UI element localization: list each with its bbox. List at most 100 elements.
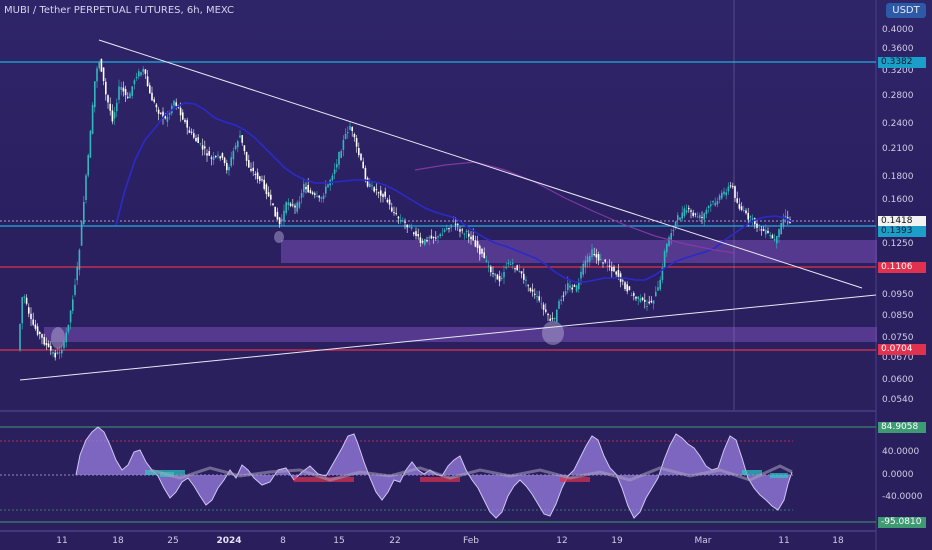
candle-body	[36, 326, 39, 335]
candle-body	[91, 104, 94, 134]
candle-body	[28, 307, 30, 314]
candle-body	[547, 313, 549, 316]
candle-body	[606, 265, 609, 267]
candle-body	[298, 201, 301, 208]
osc-axis-label: -40.0000	[882, 492, 923, 502]
candle-body	[446, 228, 448, 230]
candle-body	[318, 195, 320, 198]
price-axis-label: 0.0850	[882, 311, 914, 321]
candle-body	[146, 76, 149, 87]
candle-body	[679, 217, 681, 221]
candle-body	[782, 219, 785, 227]
candle-body	[738, 204, 741, 209]
price-axis-label: 0.0670	[882, 353, 914, 363]
candle-body	[485, 260, 488, 262]
candle-body	[428, 237, 430, 239]
price-axis-label: 0.0540	[882, 395, 914, 405]
candle-body	[226, 162, 228, 171]
candle-body	[639, 298, 642, 302]
level-red-lower-tag: 0.0704	[878, 344, 926, 355]
candle-body	[168, 111, 171, 115]
candle-body	[309, 190, 312, 193]
candle-body	[404, 221, 406, 223]
candle-body	[734, 186, 736, 198]
candle-body	[157, 109, 160, 114]
oscillator-histogram	[742, 470, 762, 475]
candle-body	[186, 120, 188, 128]
candle-body	[30, 313, 32, 320]
candle-body	[571, 287, 573, 290]
candle-body	[208, 151, 210, 156]
candle-body	[514, 268, 516, 270]
oscillator-line	[75, 426, 793, 519]
time-axis-label: 18	[112, 536, 124, 546]
candle-body	[162, 111, 164, 118]
consolidation-zone-lower	[44, 327, 877, 342]
candle-body	[417, 234, 419, 237]
candle-body	[540, 303, 543, 305]
candle-body	[265, 184, 268, 195]
candle-body	[655, 291, 657, 297]
candle-body	[509, 263, 512, 265]
candle-body	[683, 208, 686, 217]
candle-body	[113, 112, 116, 119]
candle-body	[47, 343, 50, 348]
candle-body	[358, 148, 360, 156]
candle-body	[388, 199, 391, 205]
osc-upper-tag: 84.9058	[878, 422, 926, 433]
candle-body	[201, 145, 204, 150]
candle-body	[173, 100, 175, 106]
time-axis-label: 15	[333, 536, 345, 546]
candle-body	[402, 220, 404, 222]
candle-body	[120, 87, 122, 90]
candle-body	[210, 157, 213, 159]
candle-body	[232, 150, 235, 160]
candle-body	[305, 187, 307, 190]
candle-body	[320, 197, 323, 199]
candle-body	[496, 274, 499, 280]
candle-body	[287, 202, 290, 205]
candle-body	[668, 237, 670, 247]
candle-body	[677, 215, 679, 220]
candle-body	[124, 89, 127, 96]
candle-body	[712, 201, 714, 203]
candle-body	[65, 332, 67, 343]
candle-body	[584, 260, 587, 268]
candle-body	[63, 341, 65, 348]
candle-body	[461, 229, 463, 231]
pivot-marker	[51, 327, 65, 349]
candle-body	[129, 93, 131, 99]
candle-body	[382, 194, 384, 198]
candle-body	[516, 265, 518, 271]
candle-body	[351, 127, 353, 131]
candle-body	[494, 273, 496, 276]
oscillator-histogram	[770, 473, 788, 478]
candle-body	[538, 296, 540, 301]
candle-body	[710, 204, 712, 207]
candle-body	[160, 112, 162, 114]
descending-trend-line	[98, 39, 863, 289]
candle-body	[52, 352, 54, 354]
candle-body	[107, 95, 109, 103]
currency-button[interactable]: USDT	[886, 3, 926, 18]
time-axis-label: 8	[280, 536, 286, 546]
candle-body	[153, 99, 155, 102]
candle-body	[659, 279, 661, 290]
candle-body	[237, 141, 239, 148]
candle-body	[393, 212, 395, 214]
candle-body	[188, 130, 191, 133]
price-axis-label: 0.2400	[882, 119, 914, 129]
candle-body	[25, 297, 28, 304]
candle-body	[725, 192, 727, 196]
time-axis-label: 25	[167, 536, 179, 546]
candle-body	[732, 186, 734, 188]
candle-body	[580, 271, 582, 279]
candle-body	[98, 62, 100, 69]
candle-body	[439, 234, 441, 237]
candle-body	[542, 304, 545, 310]
candle-body	[600, 258, 602, 261]
last-price-tag: 0.1418	[878, 216, 926, 227]
candle-body	[718, 195, 721, 200]
